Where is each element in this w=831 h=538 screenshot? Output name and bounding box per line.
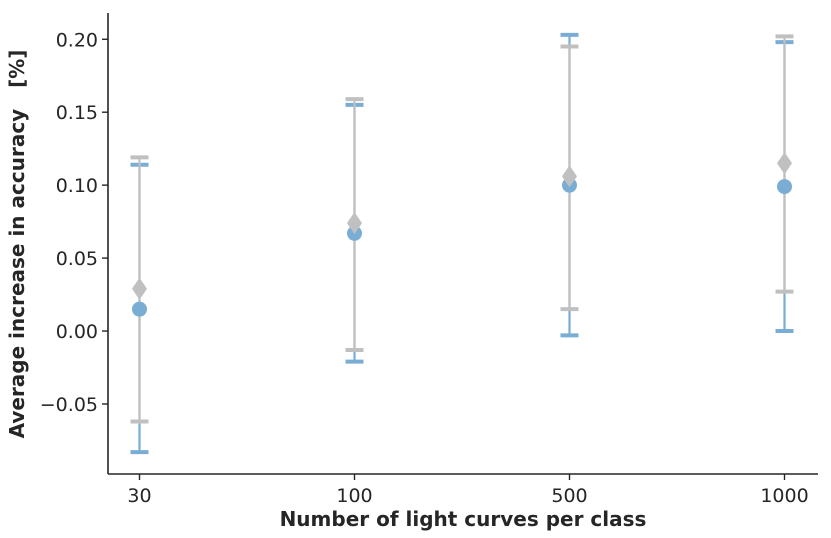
- x-ticks: 30 100 500 1000: [127, 474, 809, 507]
- data-point-diamond: [562, 165, 577, 188]
- x-tick-label: 1000: [760, 485, 808, 507]
- y-tick-label: 0.10: [56, 175, 98, 197]
- x-tick-label: 500: [551, 485, 587, 507]
- x-tick-label: 100: [336, 485, 372, 507]
- y-axis-title: Average increase in accuracy [%]: [5, 50, 29, 439]
- data-point-circle: [777, 179, 792, 195]
- data-point-diamond: [777, 152, 792, 175]
- y-tick-label: −0.05: [40, 394, 98, 416]
- plot-marks: [130, 32, 794, 455]
- y-ticks: −0.05 0.00 0.05 0.10 0.15 0.20: [40, 29, 108, 416]
- data-point-circle: [132, 301, 147, 317]
- data-point-diamond: [347, 212, 362, 235]
- y-tick-label: 0.00: [56, 321, 98, 343]
- y-tick-label: 0.15: [56, 102, 98, 124]
- data-point-diamond: [132, 277, 147, 300]
- x-axis-title: Number of light curves per class: [280, 507, 647, 531]
- y-tick-label: 0.20: [56, 29, 98, 51]
- y-tick-label: 0.05: [56, 248, 98, 270]
- x-tick-label: 30: [127, 485, 151, 507]
